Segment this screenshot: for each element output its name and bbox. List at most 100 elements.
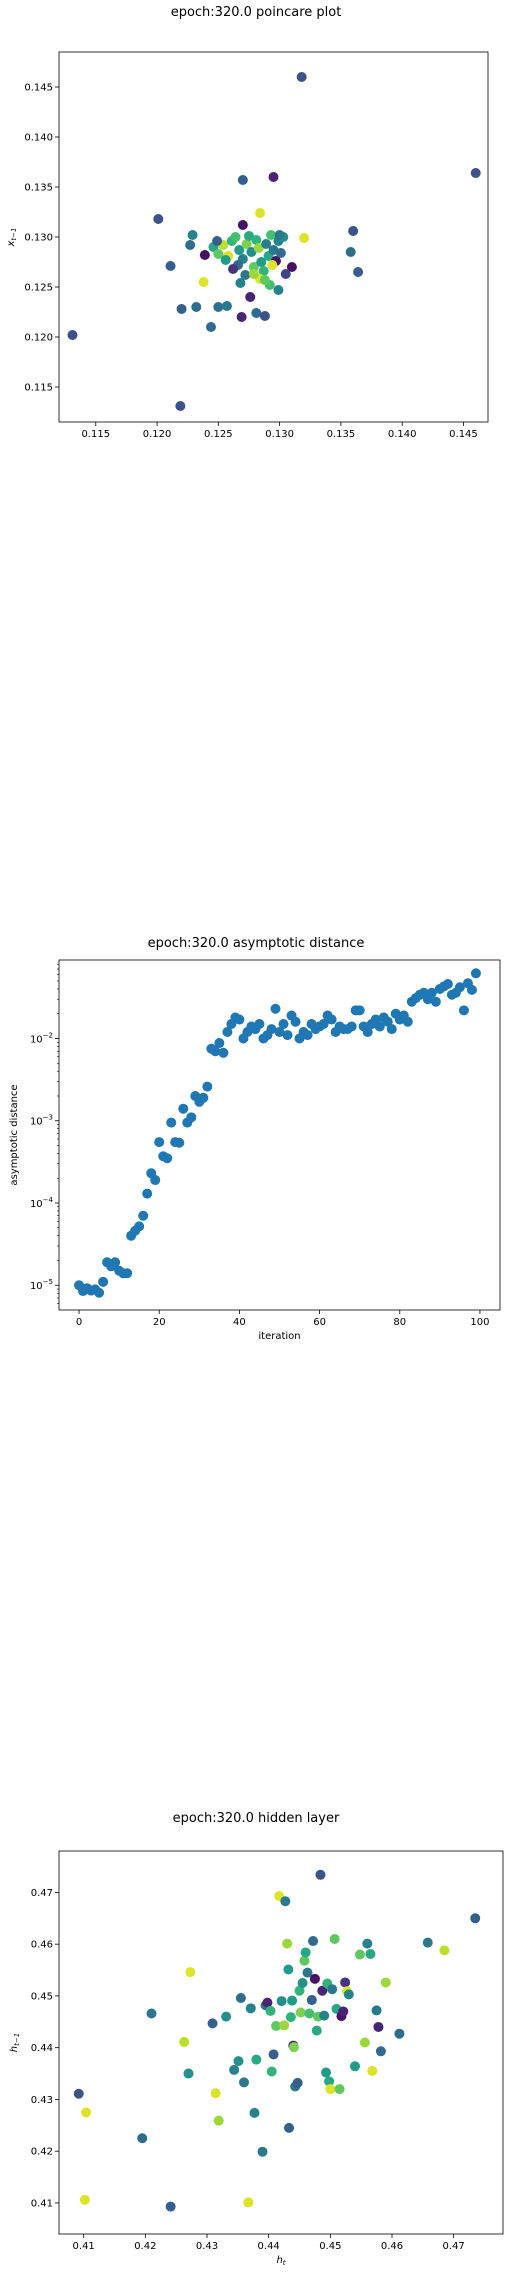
data-point bbox=[302, 1030, 313, 1041]
poincare-figure: epoch:320.0 poincare plot 0.115 0.120 0.12… bbox=[0, 0, 512, 456]
y-tick-label: 10−2 bbox=[30, 1031, 53, 1045]
data-point bbox=[288, 2042, 299, 2053]
x-tick-label: 0.41 bbox=[73, 2241, 95, 2252]
x-tick-label: 0.46 bbox=[381, 2241, 403, 2252]
data-point bbox=[348, 226, 359, 236]
data-point bbox=[246, 247, 257, 257]
data-point bbox=[134, 1221, 145, 1232]
y-tick-label: 0.135 bbox=[24, 183, 53, 194]
data-point bbox=[142, 1188, 153, 1199]
data-point bbox=[213, 249, 224, 259]
data-point bbox=[254, 1019, 265, 1030]
data-point bbox=[273, 285, 284, 295]
x-tick-label: 0.42 bbox=[134, 2241, 156, 2252]
data-point bbox=[302, 1967, 313, 1978]
data-point bbox=[321, 2067, 332, 2078]
data-point bbox=[245, 292, 256, 302]
data-point bbox=[386, 1024, 397, 1035]
data-point bbox=[299, 1955, 310, 1966]
plot-frame bbox=[58, 959, 501, 1311]
y-tick-label: 0.44 bbox=[31, 2043, 53, 2054]
x-tick-label: 0.140 bbox=[388, 429, 417, 440]
data-point bbox=[174, 1137, 185, 1148]
data-point bbox=[311, 2025, 322, 2036]
data-point bbox=[110, 1257, 121, 1268]
asymptotic-distance-plot: 0 20 40 60 80 100 10−5 10−4 10−3 10−2 iteration asy… bbox=[9, 959, 501, 1342]
data-point bbox=[470, 1913, 481, 1924]
data-point bbox=[258, 266, 269, 276]
x-tick-label: 60 bbox=[313, 1317, 326, 1328]
data-point bbox=[294, 1985, 305, 1996]
data-point bbox=[79, 2194, 90, 2205]
data-point bbox=[212, 236, 223, 246]
y-axis-label: asymptotic distance bbox=[9, 1084, 20, 1185]
data-point bbox=[255, 208, 266, 218]
data-point bbox=[81, 2107, 92, 2118]
y-tick-label: 0.45 bbox=[31, 1991, 53, 2002]
data-point bbox=[280, 269, 291, 279]
data-point bbox=[150, 1175, 161, 1186]
data-point bbox=[274, 1026, 285, 1037]
y-tick-label: 0.120 bbox=[24, 333, 53, 344]
chart-title: epoch:320.0 hidden layer bbox=[172, 1811, 340, 1826]
data-point bbox=[185, 240, 196, 250]
data-point bbox=[207, 2018, 218, 2029]
data-point bbox=[439, 1945, 450, 1956]
data-point bbox=[228, 264, 239, 274]
data-point bbox=[261, 239, 272, 249]
data-point bbox=[241, 239, 252, 249]
data-point bbox=[235, 1992, 246, 2003]
data-point bbox=[354, 1005, 365, 1016]
x-axis-label: ht bbox=[276, 2255, 285, 2267]
data-point bbox=[300, 1947, 311, 1958]
chart-title: epoch:320.0 asymptotic distance bbox=[147, 936, 365, 951]
data-point bbox=[268, 172, 279, 182]
data-point bbox=[249, 2107, 260, 2118]
data-point bbox=[221, 301, 232, 311]
data-point bbox=[198, 277, 209, 287]
data-point bbox=[265, 2005, 276, 2016]
y-tick-label: 0.115 bbox=[24, 383, 53, 394]
x-tick-label: 0.115 bbox=[81, 429, 110, 440]
data-point bbox=[178, 1103, 189, 1114]
y-tick-label: 0.47 bbox=[31, 1888, 53, 1899]
data-point bbox=[199, 250, 210, 260]
y-tick-label: 10−4 bbox=[30, 1196, 54, 1210]
data-point bbox=[234, 1014, 245, 1025]
data-point bbox=[309, 1973, 320, 1984]
data-point bbox=[98, 1276, 109, 1287]
data-point bbox=[334, 2084, 345, 2095]
data-point bbox=[243, 2197, 254, 2208]
data-point bbox=[205, 322, 216, 332]
data-point bbox=[198, 1092, 209, 1103]
data-point bbox=[237, 175, 248, 185]
data-point bbox=[94, 1287, 105, 1298]
chart-title: epoch:320.0 poincare plot bbox=[170, 5, 342, 20]
data-point bbox=[248, 262, 259, 272]
data-point bbox=[430, 996, 441, 1007]
data-point bbox=[267, 260, 278, 270]
data-point bbox=[237, 220, 248, 230]
data-point bbox=[165, 2201, 176, 2212]
data-point bbox=[262, 1997, 273, 2008]
data-point bbox=[362, 1026, 373, 1037]
data-point bbox=[266, 230, 277, 240]
data-point bbox=[426, 987, 437, 998]
data-point bbox=[175, 401, 186, 411]
data-point bbox=[279, 2020, 290, 2031]
data-point bbox=[380, 1977, 391, 1988]
data-point bbox=[122, 1268, 133, 1279]
x-tick-label: 0.135 bbox=[327, 429, 356, 440]
data-point bbox=[274, 230, 285, 240]
x-tick-label: 0.47 bbox=[443, 2241, 465, 2252]
x-tick-label: 0.43 bbox=[196, 2241, 218, 2252]
data-point bbox=[284, 2122, 295, 2133]
data-point bbox=[166, 1117, 177, 1128]
data-point bbox=[235, 278, 246, 288]
data-point bbox=[245, 2003, 256, 2014]
x-tick-label: 80 bbox=[393, 1317, 406, 1328]
data-point bbox=[292, 2077, 303, 2088]
data-point bbox=[266, 1024, 277, 1035]
data-point bbox=[324, 2076, 335, 2087]
data-point bbox=[359, 2037, 370, 2048]
